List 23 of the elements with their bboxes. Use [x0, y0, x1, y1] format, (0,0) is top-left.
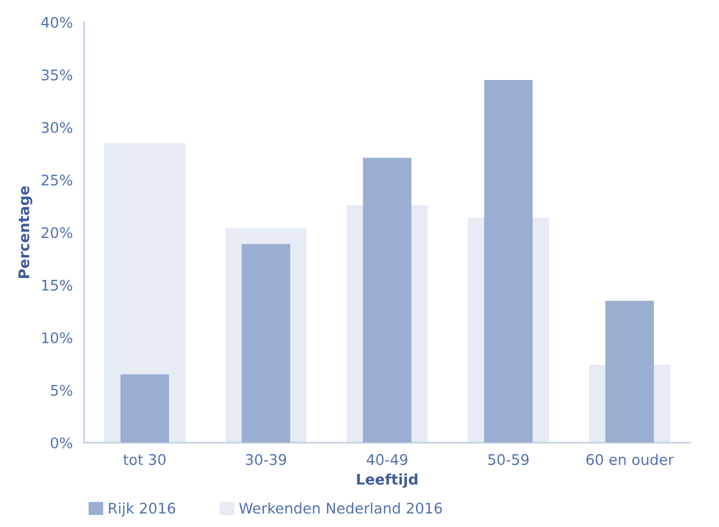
bar: [242, 244, 290, 443]
legend-label: Rijk 2016: [109, 502, 176, 517]
y-tick-label: 30%: [42, 122, 72, 134]
y-tick-label: 0%: [50, 437, 72, 448]
bar: [362, 158, 412, 443]
y-tick-label: 35%: [42, 69, 72, 80]
x-tick-label: tot 30: [123, 454, 166, 466]
x-tick-label: 40-49: [366, 454, 408, 466]
y-tick-label: 25%: [42, 174, 72, 186]
y-tick-label: 20%: [42, 227, 72, 238]
y-tick-label: 40%: [41, 16, 72, 28]
bar: [484, 80, 533, 443]
legend-label: Werkenden Nederland 2016: [239, 502, 442, 514]
bar: [120, 374, 169, 443]
x-tick-label: 50-59: [488, 454, 529, 466]
y-axis-title: Percentage: [18, 186, 32, 278]
bar: [605, 300, 654, 443]
y-tick-label: 10%: [42, 332, 72, 344]
x-tick-label: 60 en ouder: [586, 454, 674, 466]
x-tick-label: 30-39: [246, 454, 286, 466]
y-tick-label: 15%: [42, 280, 72, 291]
x-axis-title: Leeftijd: [357, 473, 418, 488]
y-tick-label: 5%: [51, 384, 72, 396]
